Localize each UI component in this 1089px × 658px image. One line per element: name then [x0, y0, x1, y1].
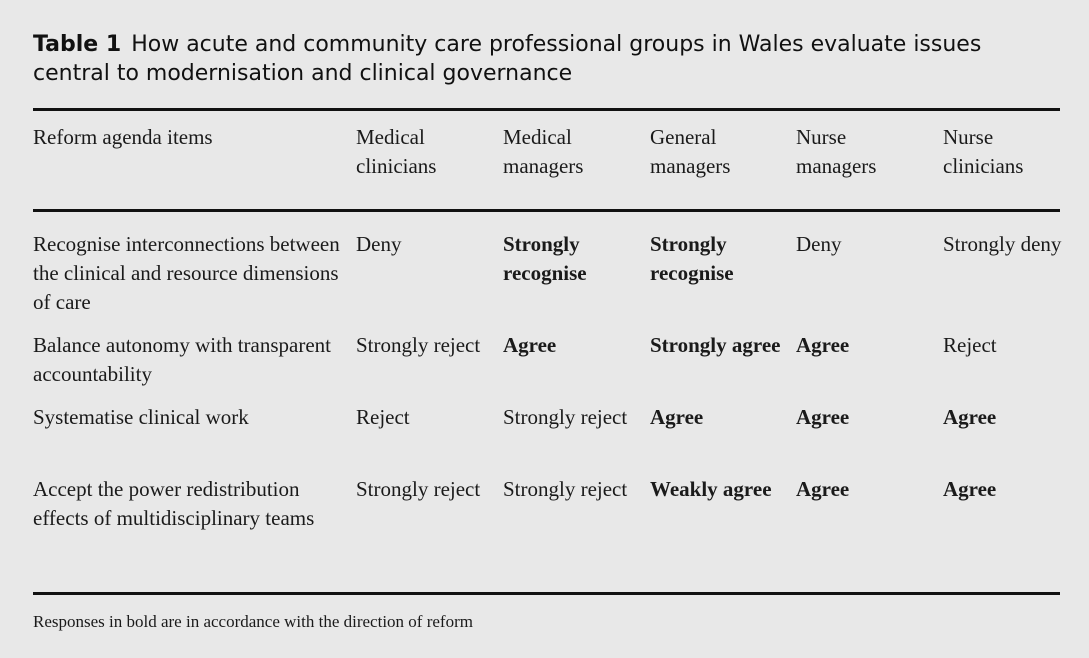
table-cell: Weakly agree — [650, 477, 772, 501]
table-cell: Strongly reject — [503, 405, 628, 429]
table-body: Recognise interconnections between the c… — [33, 230, 1061, 576]
reform-item: Recognise interconnections between the c… — [33, 232, 340, 314]
table-cell: Strongly agree — [650, 333, 781, 357]
table-cell: Strongly reject — [356, 477, 481, 501]
table-title: How acute and community care professiona… — [33, 32, 982, 86]
table-cell: Strongly recognise — [503, 232, 587, 285]
table-cell: Deny — [356, 232, 402, 256]
table-row: Accept the power redistribution effects … — [33, 475, 1060, 576]
table-cell: Agree — [943, 405, 997, 429]
table-cell: Reject — [943, 333, 997, 357]
reform-item: Accept the power redistribution effects … — [33, 477, 315, 530]
table-cell: Agree — [796, 477, 850, 501]
table-cell: Agree — [796, 333, 850, 357]
table-row: Balance autonomy with transparent accoun… — [33, 331, 1060, 403]
table-cell: Deny — [796, 232, 842, 256]
reform-item: Systematise clinical work — [33, 405, 249, 429]
top-rule — [33, 108, 1060, 111]
header-nurse-managers: Nurse managers — [796, 125, 877, 178]
table-cell: Strongly reject — [503, 477, 628, 501]
header-rule — [33, 209, 1060, 212]
table-cell: Strongly deny — [943, 232, 1062, 256]
table-cell: Agree — [943, 477, 997, 501]
bottom-rule — [33, 592, 1060, 595]
table-cell: Strongly recognise — [650, 232, 734, 285]
header-general-managers: General managers — [650, 125, 731, 178]
table-caption: Table 1 How acute and community care prof… — [33, 30, 1043, 88]
table-cell: Agree — [650, 405, 704, 429]
table-header-row: Reform agenda items Medical clinicians M… — [33, 123, 1060, 183]
table-row: Systematise clinical work Reject Strongl… — [33, 403, 1060, 475]
table-cell: Agree — [503, 333, 557, 357]
table-footnote: Responses in bold are in accordance with… — [33, 612, 473, 631]
header-reform-agenda-items: Reform agenda items — [33, 125, 213, 149]
table-cell: Reject — [356, 405, 410, 429]
table-label: Table 1 — [33, 32, 122, 57]
header-nurse-clinicians: Nurse clinicians — [943, 125, 1024, 178]
reform-item: Balance autonomy with transparent accoun… — [33, 333, 331, 386]
table-cell: Agree — [796, 405, 850, 429]
table-cell: Strongly reject — [356, 333, 481, 357]
table-row: Recognise interconnections between the c… — [33, 230, 1061, 331]
header-medical-clinicians: Medical clinicians — [356, 125, 437, 178]
header-medical-managers: Medical managers — [503, 125, 584, 178]
